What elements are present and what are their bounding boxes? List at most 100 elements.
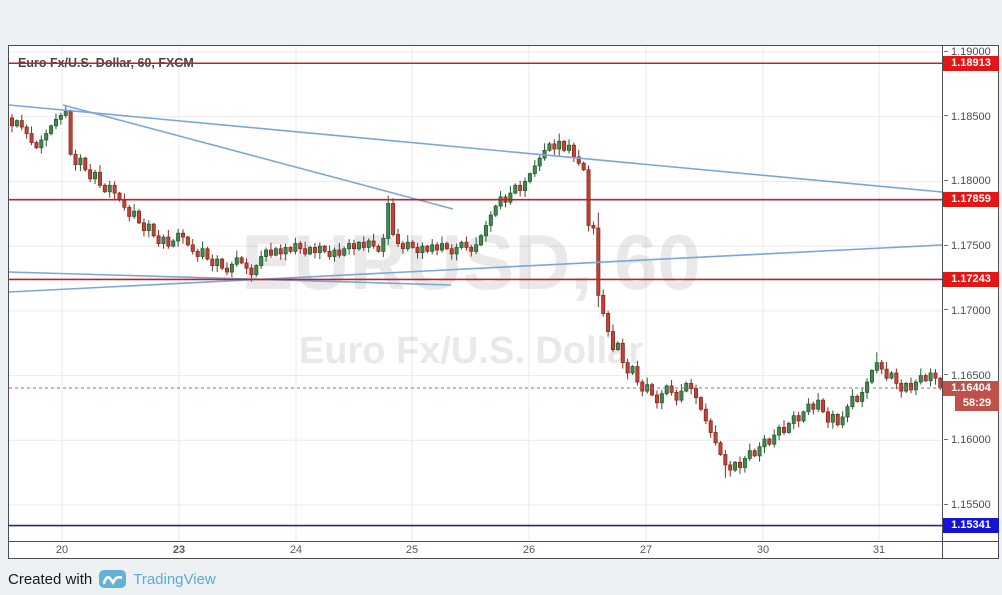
candle-body bbox=[449, 248, 454, 255]
candle-body bbox=[298, 243, 303, 250]
candle-body bbox=[918, 375, 923, 383]
candle-body bbox=[53, 118, 58, 127]
candle-body bbox=[156, 235, 161, 244]
candle-body bbox=[708, 420, 713, 433]
candle-body bbox=[88, 169, 93, 180]
candle-body bbox=[127, 206, 132, 217]
candle-body bbox=[185, 236, 190, 246]
candle-body bbox=[332, 249, 337, 257]
candle-body bbox=[9, 117, 15, 127]
last-price-badge: 1.16404 bbox=[943, 380, 999, 396]
candle-body bbox=[293, 243, 298, 252]
candle-body bbox=[93, 171, 98, 180]
candle-body bbox=[591, 225, 596, 229]
axis-corner bbox=[942, 541, 998, 558]
price-tick-label: 1.15500 bbox=[943, 498, 998, 512]
candle-body bbox=[195, 250, 200, 257]
candle-body bbox=[107, 184, 112, 193]
candle-body bbox=[146, 223, 151, 232]
candle-body bbox=[703, 408, 708, 422]
candle-body bbox=[469, 247, 474, 252]
candle-body bbox=[874, 362, 879, 371]
footer-attribution: Created with TradingView bbox=[8, 566, 216, 592]
candle-body bbox=[518, 184, 523, 191]
time-tick-label: 23 bbox=[172, 544, 186, 556]
candle-body bbox=[923, 375, 928, 382]
candle-body bbox=[664, 385, 669, 395]
candle-body bbox=[83, 157, 88, 171]
tick-dash bbox=[944, 50, 948, 52]
candle-body bbox=[137, 210, 142, 224]
tick-dash bbox=[944, 115, 948, 117]
candle-body bbox=[791, 415, 796, 424]
time-tick-label: 26 bbox=[522, 544, 536, 556]
candle-body bbox=[220, 258, 225, 269]
candle-body bbox=[347, 243, 352, 250]
candle-body bbox=[141, 222, 146, 232]
candle-body bbox=[122, 199, 127, 208]
candle-body bbox=[527, 173, 532, 182]
candle-body bbox=[63, 111, 68, 116]
candle-body bbox=[264, 249, 269, 257]
candle-body bbox=[581, 162, 586, 171]
candle-body bbox=[371, 240, 376, 247]
candle-body bbox=[132, 210, 137, 217]
candle-body bbox=[601, 294, 606, 314]
candle-body bbox=[762, 438, 767, 448]
candle-body bbox=[508, 192, 513, 203]
candle-body bbox=[488, 214, 493, 226]
candle-body bbox=[557, 140, 562, 150]
candle-body bbox=[904, 382, 909, 392]
candle-body bbox=[786, 423, 791, 433]
candle-body bbox=[742, 458, 747, 468]
candle-body bbox=[816, 399, 821, 410]
candle-body bbox=[620, 342, 625, 364]
candle-body bbox=[909, 382, 914, 391]
price-level-badge: 1.17243 bbox=[943, 271, 999, 287]
candle-body bbox=[205, 248, 210, 260]
tradingview-logo-icon[interactable] bbox=[99, 570, 127, 588]
time-axis[interactable]: 20 23 24 25 26 27 30 31 bbox=[9, 541, 942, 558]
price-tick-label: 1.16000 bbox=[943, 433, 998, 447]
price-axis[interactable]: 1.19000 1.18500 1.18000 1.17500 1.17000 1.165… bbox=[942, 46, 999, 541]
price-chart-pane[interactable]: EURUSD, 60 Euro Fx/U.S. Dollar Euro Fx/U.S… bbox=[9, 46, 942, 541]
candle-body bbox=[444, 243, 449, 250]
candle-body bbox=[821, 399, 826, 413]
candle-body bbox=[337, 249, 342, 256]
trendline bbox=[9, 271, 452, 286]
candle-body bbox=[650, 384, 655, 396]
candle-body bbox=[395, 234, 400, 244]
price-tick-label: 1.17000 bbox=[943, 304, 998, 318]
candle-body bbox=[899, 382, 904, 392]
candle-body bbox=[58, 115, 63, 120]
candle-body bbox=[268, 249, 273, 256]
candle-body bbox=[615, 342, 620, 351]
candle-body bbox=[381, 237, 386, 252]
bar-countdown-badge: 58:29 bbox=[955, 396, 999, 411]
candle-body bbox=[547, 143, 552, 151]
price-level-badge: 1.17859 bbox=[943, 192, 999, 208]
candle-body bbox=[483, 225, 488, 237]
candle-body bbox=[606, 313, 611, 332]
candle-body bbox=[39, 139, 44, 149]
time-tick-label: 27 bbox=[639, 544, 653, 556]
candle-body bbox=[674, 392, 679, 401]
candle-body bbox=[884, 368, 889, 379]
candle-body bbox=[283, 247, 288, 255]
candle-body bbox=[835, 414, 840, 426]
candle-body bbox=[161, 236, 166, 244]
tradingview-link[interactable]: TradingView bbox=[133, 570, 216, 588]
candle-body bbox=[733, 461, 738, 471]
candle-body bbox=[879, 362, 884, 370]
candle-body bbox=[747, 450, 752, 459]
candle-body bbox=[767, 438, 772, 445]
candle-body bbox=[640, 381, 645, 392]
candle-body bbox=[166, 236, 171, 247]
tick-dash bbox=[944, 309, 948, 311]
tick-dash bbox=[944, 374, 948, 376]
candle-body bbox=[567, 144, 572, 151]
candle-body bbox=[29, 133, 34, 144]
candle-body bbox=[552, 143, 557, 150]
candle-body bbox=[366, 240, 371, 248]
